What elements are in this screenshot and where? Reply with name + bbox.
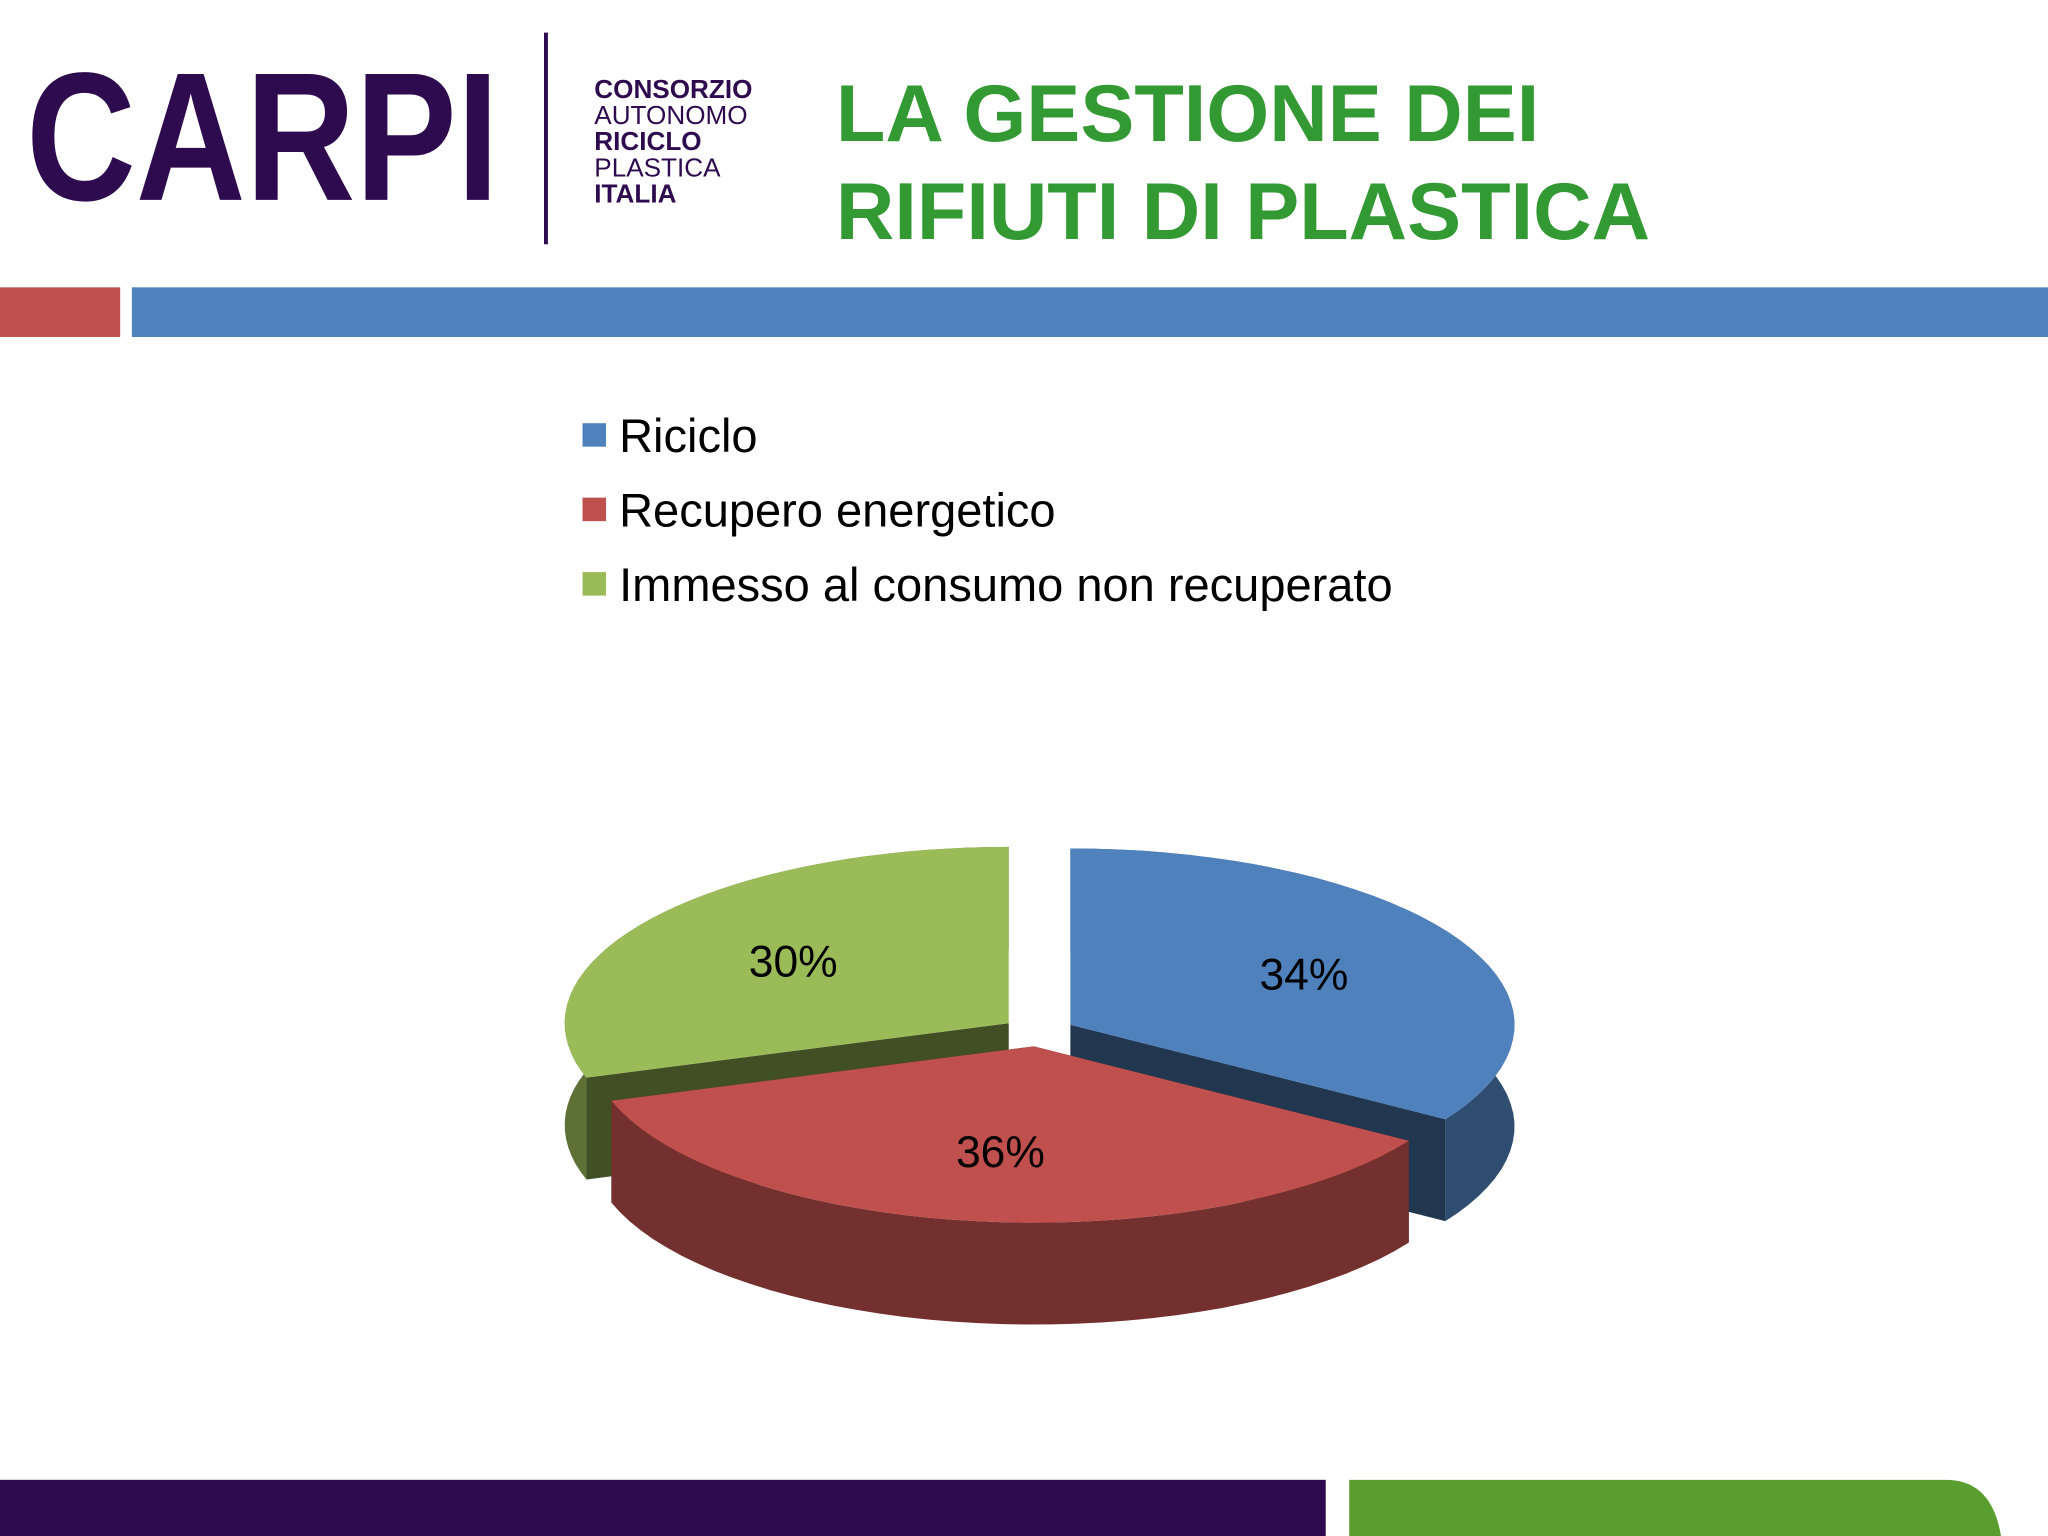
title-line: LA GESTIONE DEI (836, 69, 1539, 159)
legend-label: Riciclo (619, 409, 757, 462)
legend: Riciclo Recupero energetico Immesso al con… (582, 409, 1393, 611)
logo-line: PLASTICA (594, 152, 721, 182)
slice-top (611, 1046, 1409, 1223)
pie-chart: 30% 34% 36% (564, 846, 1515, 1325)
accent-bar (131, 287, 2048, 337)
footer-bar (1349, 1479, 2001, 1536)
pie-slice: 34% (1070, 848, 1515, 1222)
legend-label: Recupero energetico (619, 483, 1055, 536)
data-label: 36% (956, 1128, 1045, 1177)
logo-line: CONSORZIO (594, 74, 752, 104)
data-label: 34% (1259, 950, 1348, 999)
logo-line: AUTONOMO (594, 100, 747, 130)
legend-swatch (582, 423, 607, 447)
logo-line: ITALIA (594, 178, 676, 208)
logo-line: RICICLO (594, 126, 701, 156)
logo: CARPI (26, 34, 499, 239)
slice-side (611, 1100, 1409, 1325)
data-label: 30% (749, 938, 838, 987)
accent-bar (0, 287, 121, 337)
legend-swatch (582, 572, 607, 596)
legend-label: Immesso al consumo non recuperato (619, 558, 1393, 611)
title-line: RIFIUTI DI PLASTICA (836, 167, 1650, 257)
pie-slice: 36% (611, 1046, 1409, 1325)
slice-top (1070, 848, 1515, 1120)
legend-swatch (582, 497, 607, 522)
slice-top (564, 846, 1009, 1078)
footer-bar (0, 1479, 1326, 1536)
